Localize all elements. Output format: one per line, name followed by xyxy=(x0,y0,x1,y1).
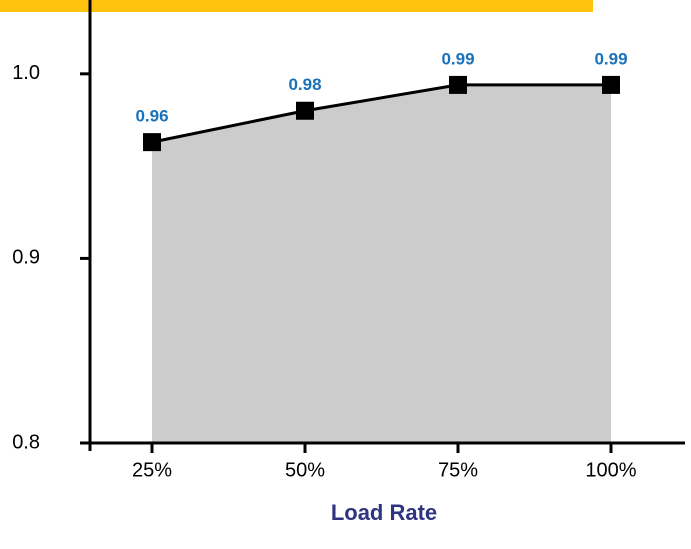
x-tick-label: 50% xyxy=(285,459,325,481)
marker xyxy=(296,101,314,120)
y-tick-label: 0.8 xyxy=(12,431,40,453)
area xyxy=(152,84,611,444)
y-tick-label: 1.0 xyxy=(12,62,40,84)
data-label: 0.99 xyxy=(594,49,627,68)
data-label: 0.96 xyxy=(135,107,168,126)
x-tick-label: 25% xyxy=(132,459,172,481)
x-tick-label: 75% xyxy=(438,459,478,481)
x-axis-label: Load Rate xyxy=(331,500,437,525)
x-tick-label: 100% xyxy=(585,459,636,481)
marker xyxy=(602,75,620,94)
y-tick-label: 0.9 xyxy=(12,247,40,269)
header-bar xyxy=(0,0,593,12)
marker xyxy=(143,133,161,152)
data-label: 0.99 xyxy=(441,49,474,68)
line xyxy=(151,83,611,144)
data-label: 0.98 xyxy=(288,75,321,94)
marker xyxy=(449,75,467,94)
